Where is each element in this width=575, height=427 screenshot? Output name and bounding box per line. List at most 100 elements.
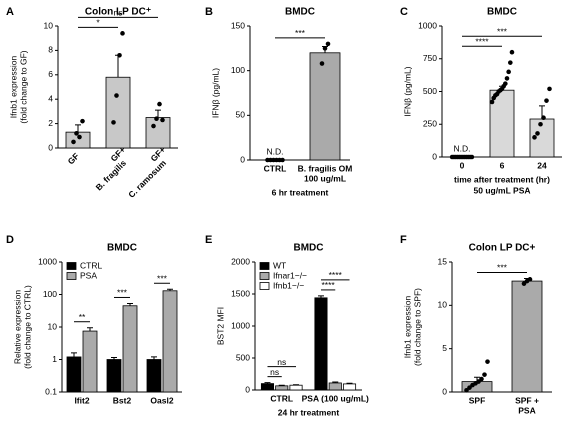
error-bar [71, 352, 77, 357]
data-point [541, 115, 546, 120]
y-tick-label: 100 [231, 65, 245, 75]
y-tick-label: 5 [442, 343, 447, 353]
bar [314, 297, 328, 391]
data-point [479, 376, 484, 382]
data-point [319, 61, 325, 66]
data-point [485, 359, 490, 364]
x-tick-label: Bst2 [113, 395, 132, 405]
y-axis-label: IFNβ (pg/mL) [402, 66, 412, 116]
nd-label: N.D. [454, 143, 471, 153]
data-point [114, 93, 119, 98]
x-axis-label: 50 ug/mL PSA [474, 185, 531, 195]
bar [105, 76, 131, 149]
x-tick-label: PSA (100 ug/mL) [302, 393, 369, 403]
error-bar [167, 288, 173, 291]
data-point [322, 46, 328, 51]
data-point [489, 99, 495, 105]
error-bar [75, 124, 81, 133]
y-tick-label: 1 [52, 354, 57, 364]
y-axis-label: BST2 MFI [215, 307, 225, 345]
error-bar [115, 54, 121, 78]
bar [260, 383, 275, 391]
data-point [482, 372, 487, 377]
y-axis-label: (fold change to SPF) [412, 288, 422, 366]
significance-label: *** [117, 288, 128, 298]
nd-label: N.D. [267, 146, 284, 156]
legend-label: Ifnar1−/− [273, 270, 307, 280]
panel-letter: F [400, 234, 407, 246]
y-tick-label: 250 [423, 119, 437, 129]
data-point [506, 69, 511, 75]
y-tick-label: 0 [245, 384, 250, 394]
error-bar [278, 384, 285, 386]
y-tick-label: 1000 [38, 256, 57, 266]
legend-label: PSA [80, 270, 97, 280]
y-axis-label: Ifnb1 expression [402, 296, 412, 359]
y-tick-label: 750 [423, 53, 437, 63]
bar [82, 330, 98, 393]
legend-swatch [259, 262, 270, 270]
x-tick-label: Oasl2 [150, 395, 173, 405]
chart-title: BMDC [487, 7, 517, 18]
data-point [77, 134, 82, 140]
y-tick-label: 10 [44, 20, 54, 30]
panel-letter: E [205, 234, 212, 246]
data-point [503, 81, 508, 86]
data-point [509, 49, 515, 55]
y-tick-label: 0 [48, 142, 53, 152]
y-tick-label: 4 [48, 93, 53, 103]
data-point [80, 118, 85, 124]
data-point [469, 154, 475, 160]
legend-label: WT [273, 260, 286, 270]
y-axis-label: IFNβ (pg/mL) [210, 68, 220, 118]
y-tick-label: 0 [442, 386, 447, 396]
y-tick-label: 1500 [231, 288, 250, 298]
y-tick-label: 10 [438, 300, 448, 310]
y-tick-label: 8 [48, 45, 53, 55]
x-tick-label: 24 [537, 160, 547, 170]
data-point [538, 121, 543, 127]
y-tick-label: 0 [240, 154, 245, 164]
x-tick-label: GF [66, 151, 81, 166]
data-point [157, 101, 162, 107]
error-bar [293, 384, 300, 386]
y-axis-label: Relative expression [12, 290, 22, 364]
x-tick-label: SPF + [515, 395, 539, 405]
bar [145, 117, 171, 149]
significance-label: ns [270, 367, 279, 377]
bar [275, 385, 289, 391]
legend-swatch [259, 272, 270, 280]
significance-label: ns [114, 8, 123, 18]
x-tick-label: B. fragilis OM [298, 163, 353, 173]
y-tick-label: 50 [236, 110, 246, 120]
significance-label: * [96, 18, 100, 28]
x-axis-label: time after treatment (hr) [454, 174, 550, 184]
data-point [154, 116, 159, 122]
error-bar [151, 356, 157, 360]
data-point [120, 31, 125, 36]
error-bar [332, 381, 339, 383]
chart-title: BMDC [107, 243, 137, 254]
bar [162, 290, 178, 393]
error-bar [127, 302, 133, 306]
y-tick-label: 0.1 [45, 386, 57, 396]
legend-swatch [259, 282, 270, 290]
bar [309, 52, 341, 161]
data-point [544, 98, 549, 103]
data-point [117, 52, 122, 58]
error-bar [87, 327, 93, 332]
y-tick-label: 100 [43, 289, 57, 299]
data-point [535, 131, 540, 136]
bar [122, 305, 138, 393]
x-tick-label: 6 [500, 160, 505, 170]
significance-label: **** [321, 280, 335, 290]
data-point [527, 277, 533, 282]
bar [66, 356, 82, 393]
y-axis-label: Ifnb1 expression [8, 56, 18, 119]
error-bar [317, 295, 324, 298]
data-point [151, 123, 156, 129]
legend-label: Ifnb1−/− [273, 280, 304, 290]
significance-label: **** [329, 270, 343, 280]
panel-letter: A [6, 6, 14, 18]
data-point [521, 281, 527, 286]
